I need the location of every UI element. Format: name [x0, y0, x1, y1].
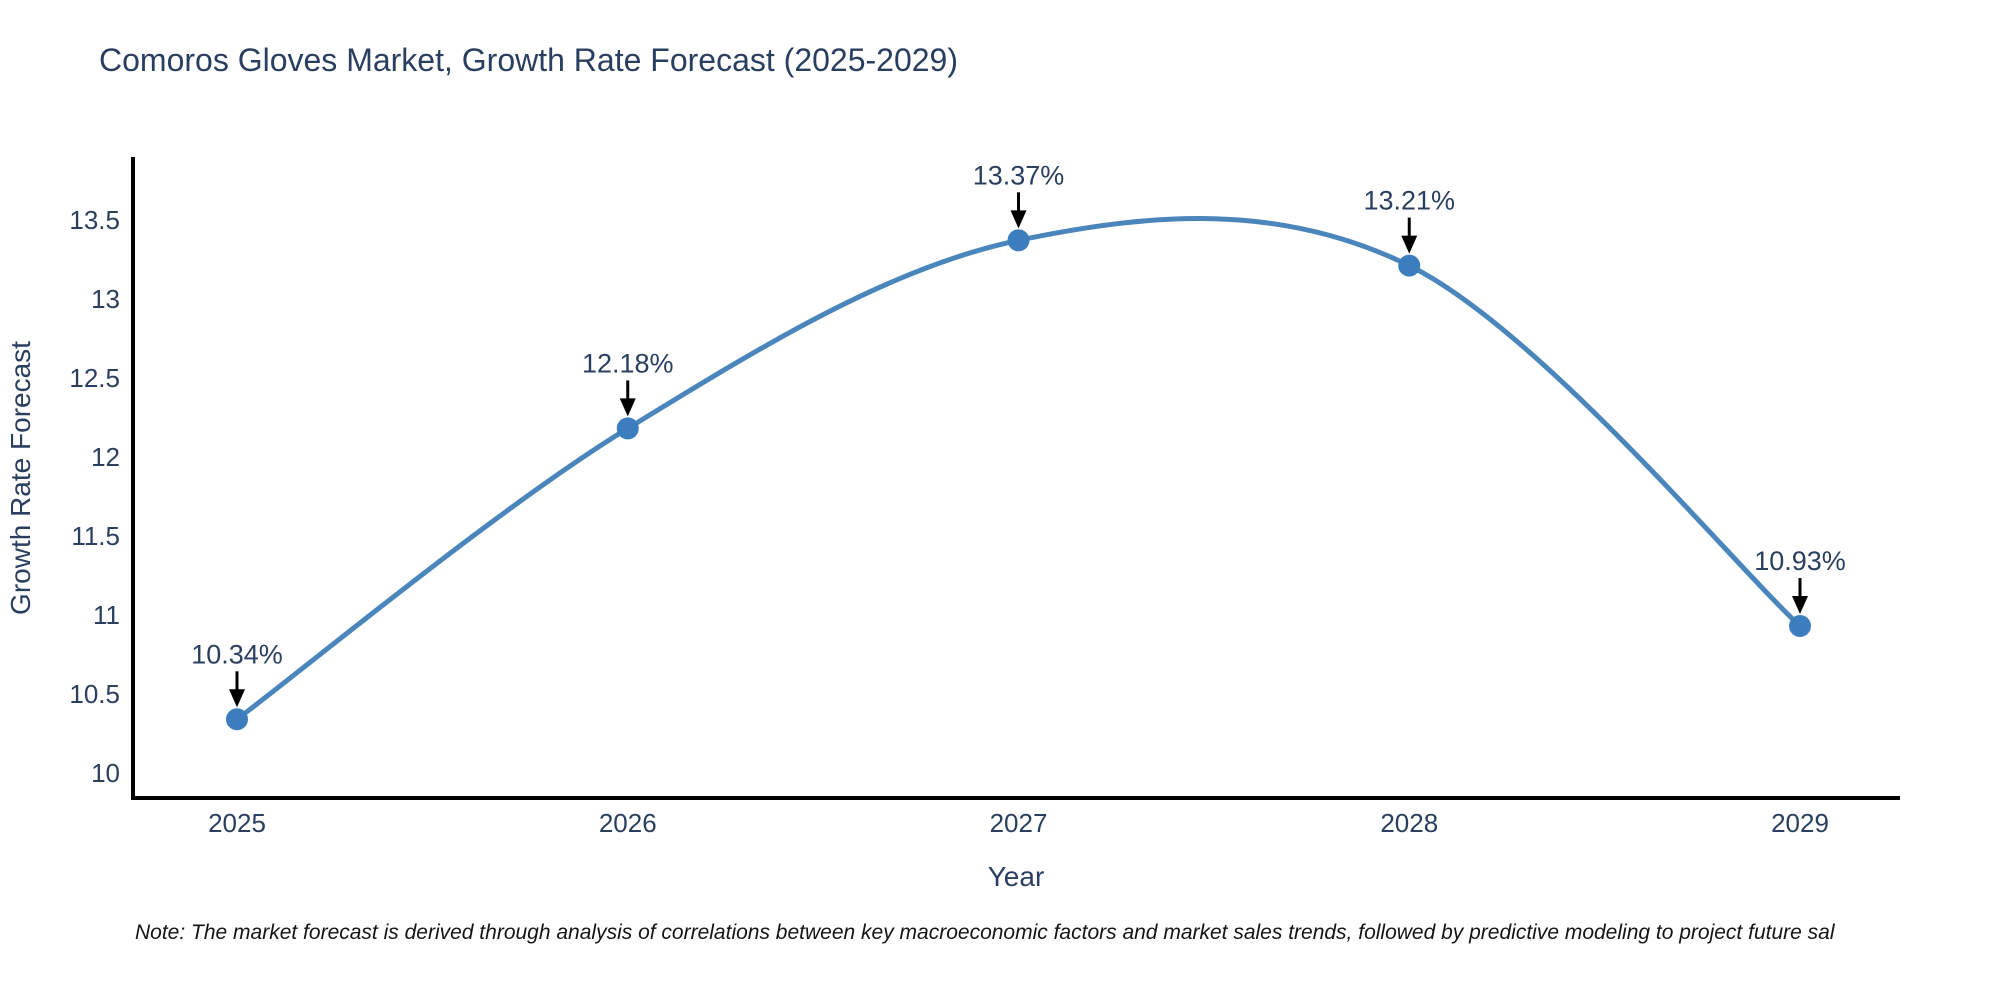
annotation-label: 13.21%: [1363, 186, 1455, 216]
annotation-arrow-head: [229, 689, 245, 708]
y-axis-ticks: 10 10.5 11 11.5 12 12.5 13 13.5: [69, 205, 120, 788]
data-point-marker: [1789, 615, 1811, 638]
y-tick-label: 11.5: [71, 521, 120, 551]
annotation-arrow-head: [619, 398, 636, 417]
line-series: [226, 216, 1811, 731]
annotation-label: 13.37%: [973, 160, 1065, 190]
x-tick-label: 2029: [1771, 808, 1829, 838]
series-line: [234, 216, 1803, 722]
annotation-label: 12.18%: [582, 348, 674, 378]
annotation-arrow-head: [1401, 235, 1418, 254]
annotation-arrow-head: [1792, 596, 1808, 615]
x-tick-label: 2026: [599, 808, 657, 838]
data-point-marker: [1007, 229, 1030, 252]
annotation-label: 10.34%: [191, 639, 283, 669]
x-axis-title: Year: [988, 861, 1045, 892]
y-tick-label: 12.5: [69, 363, 120, 393]
data-point-marker: [616, 417, 639, 440]
y-tick-label: 13.5: [69, 205, 120, 235]
y-axis-title: Growth Rate Forecast: [5, 341, 36, 615]
data-point-marker: [226, 708, 248, 731]
annotation-arrow-head: [1010, 210, 1027, 229]
footnote: Note: The market forecast is derived thr…: [135, 921, 1835, 944]
x-axis-ticks: 2025 2026 2027 2028 2029: [208, 808, 1829, 838]
y-tick-label: 10: [91, 758, 120, 788]
annotation-label: 10.93%: [1754, 546, 1846, 576]
chart-title: Comoros Gloves Market, Growth Rate Forec…: [99, 42, 958, 78]
y-tick-label: 12: [91, 442, 120, 472]
x-tick-label: 2025: [208, 808, 266, 838]
axes: [131, 157, 1900, 800]
point-annotations: 10.34% 12.18% 13.37% 13.21% 10.93%: [191, 160, 1846, 708]
x-tick-label: 2028: [1380, 808, 1438, 838]
data-point-marker: [1398, 254, 1421, 277]
y-tick-label: 13: [91, 284, 120, 314]
y-tick-label: 10.5: [69, 679, 120, 709]
x-tick-label: 2027: [990, 808, 1048, 838]
y-tick-label: 11: [93, 600, 120, 630]
